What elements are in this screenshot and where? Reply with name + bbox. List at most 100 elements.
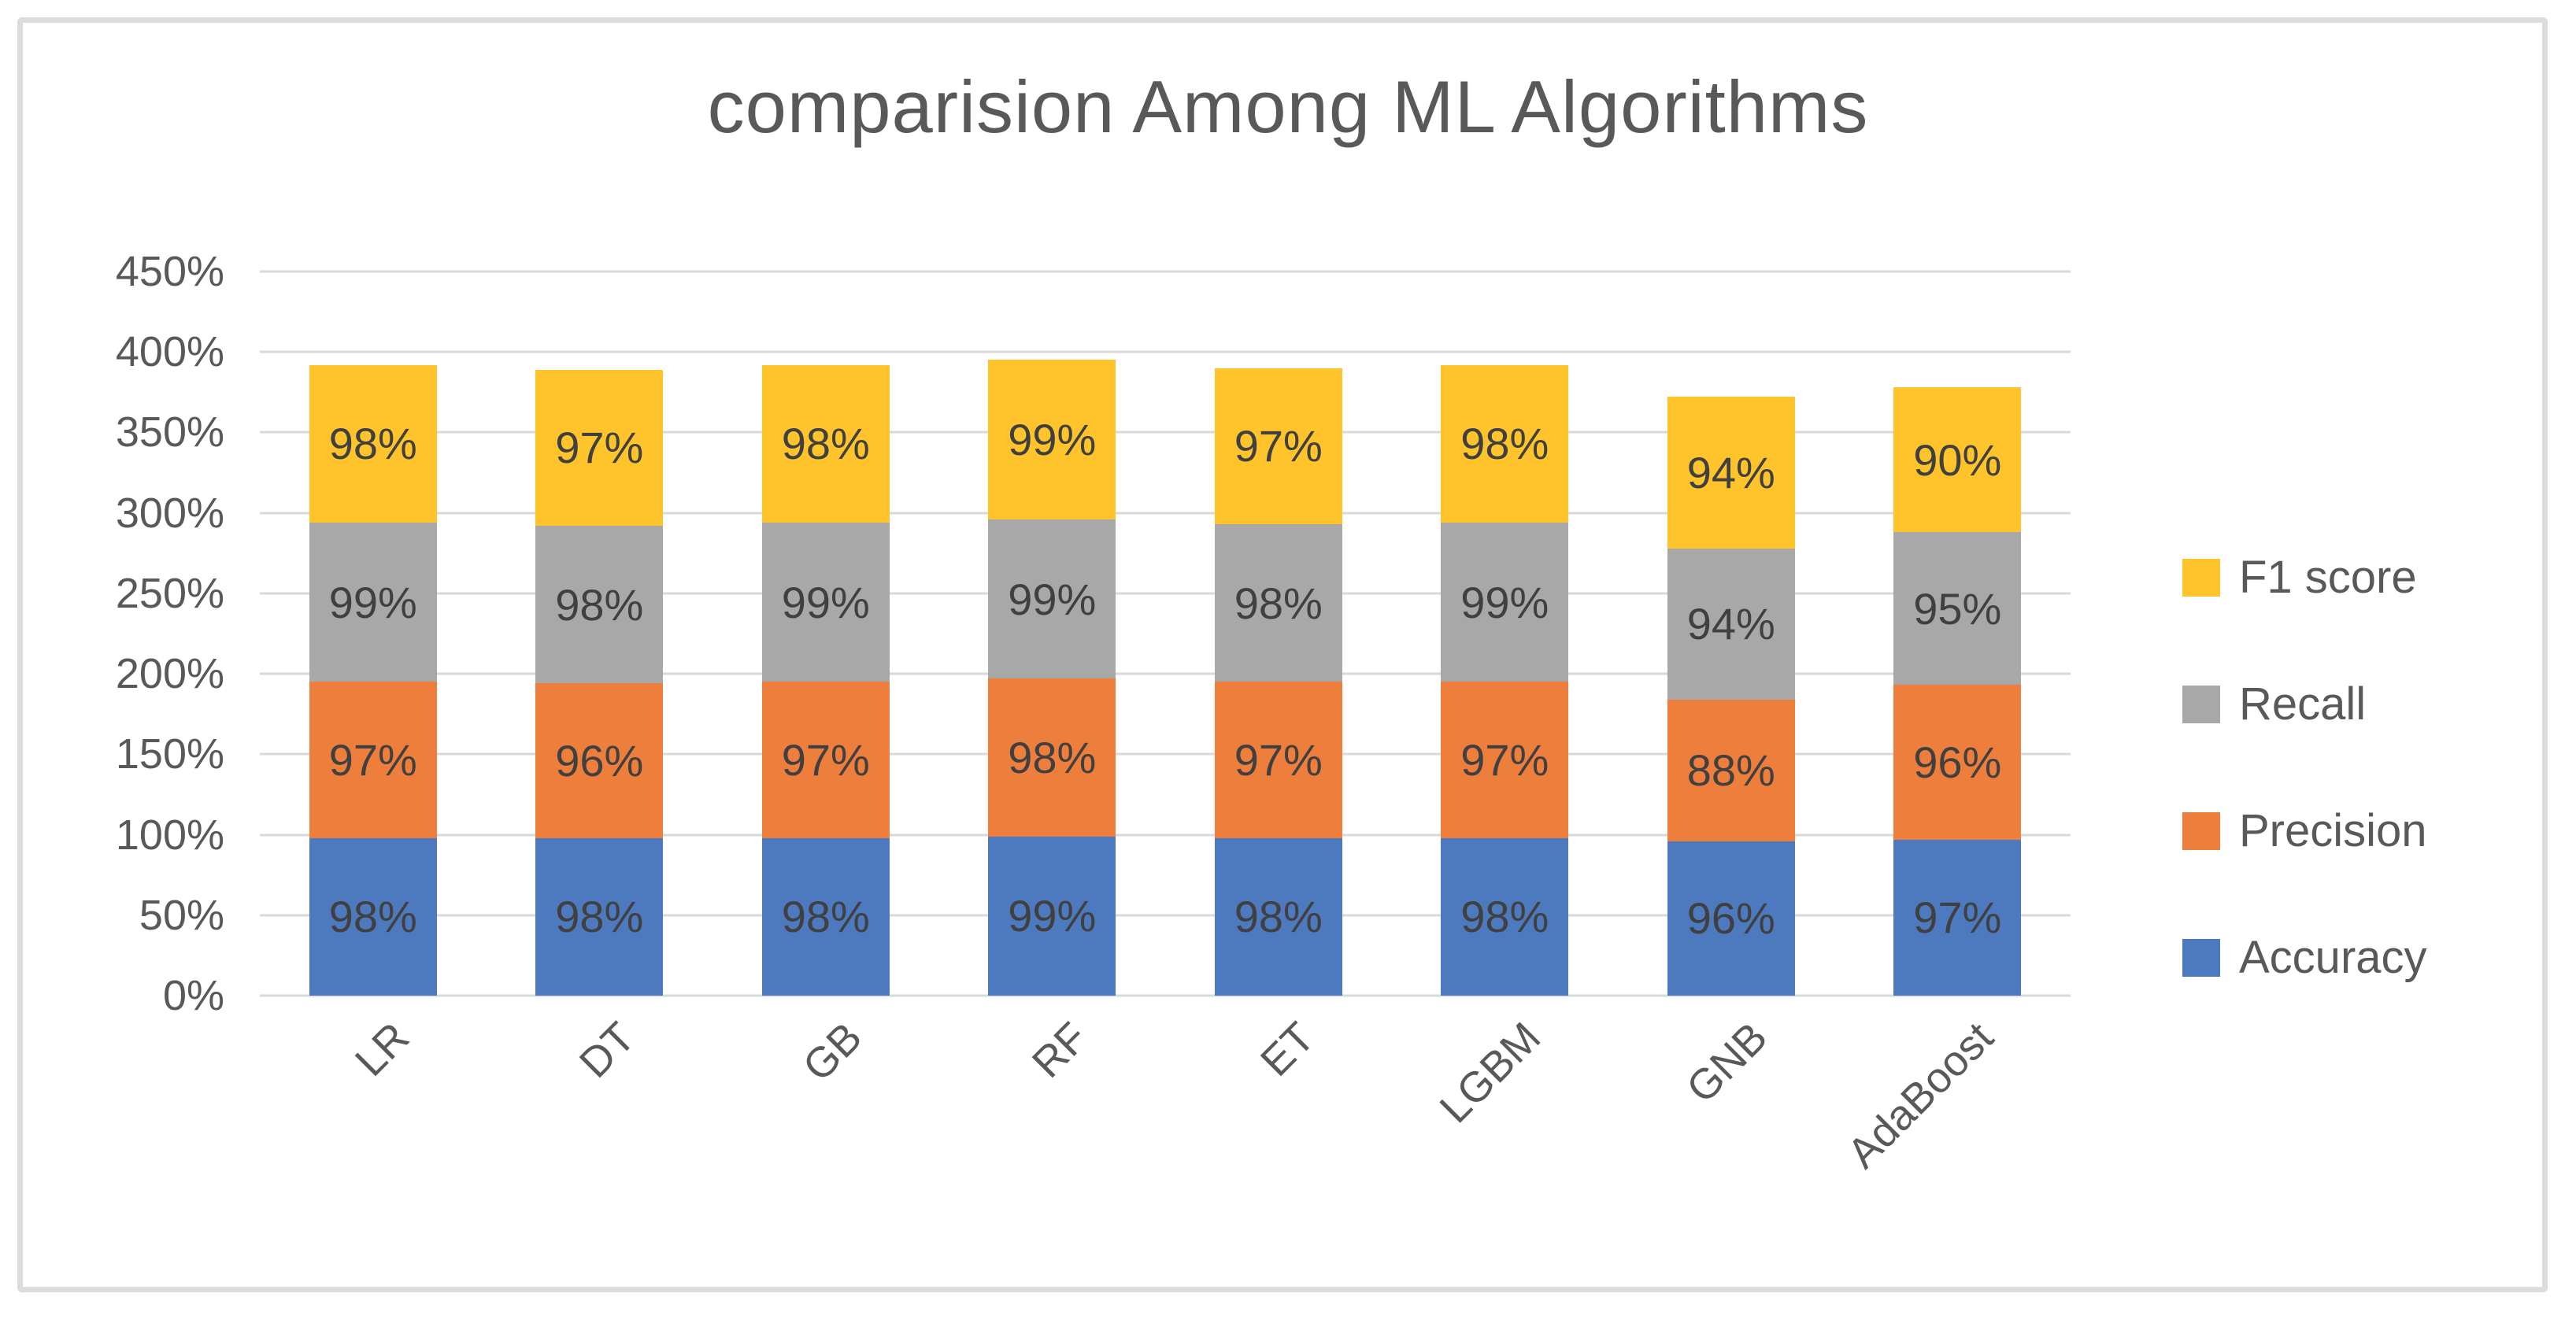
- bar-segment-recall: 99%: [761, 522, 890, 682]
- bar-segment-label: 98%: [1460, 892, 1549, 942]
- bar-segment-label: 97%: [1913, 893, 2002, 943]
- bar-segment-label: 97%: [781, 735, 870, 785]
- bar-segment-recall: 95%: [1893, 532, 2022, 686]
- gridline: [260, 994, 2071, 997]
- y-tick-label: 50%: [139, 891, 224, 939]
- x-axis-label: ET: [1251, 1013, 1323, 1085]
- bar-segment-label: 96%: [555, 736, 644, 786]
- bar-segment-accuracy: 98%: [535, 837, 664, 996]
- bar-segment-precision: 97%: [309, 682, 437, 838]
- gridline: [260, 672, 2071, 675]
- bar-segment-label: 98%: [1234, 892, 1323, 942]
- bar-segment-precision: 96%: [535, 683, 664, 838]
- y-tick-label: 0%: [162, 972, 224, 1019]
- y-tick-label: 100%: [115, 811, 224, 859]
- bar-segment-label: 97%: [328, 735, 417, 785]
- x-axis-label: AdaBoost: [1838, 1013, 2003, 1177]
- legend-label: Recall: [2239, 678, 2367, 730]
- bar-segment-precision: 97%: [1441, 682, 1569, 838]
- y-tick-label: 400%: [115, 328, 224, 376]
- bar-segment-label: 96%: [1913, 737, 2002, 788]
- legend-swatch-precision-icon: [2182, 811, 2220, 850]
- y-axis: 450% 400% 350% 300% 250% 200% 150% 100% 50% 0%: [47, 248, 224, 1019]
- bar-stack: 98% 99% 97% 98%: [309, 364, 437, 996]
- legend-label: F1 score: [2239, 552, 2417, 603]
- bar-group: 98% 99% 97% 98%: [1392, 272, 1619, 996]
- bar-segment-f1-score: 98%: [1441, 364, 1569, 523]
- bar-segment-f1-score: 97%: [535, 369, 664, 527]
- bar-segment-recall: 98%: [1214, 523, 1342, 682]
- y-tick-label: 350%: [115, 408, 224, 456]
- bar-segment-precision: 96%: [1893, 685, 2022, 840]
- bar-segment-accuracy: 97%: [1893, 839, 2022, 996]
- bar-segment-label: 90%: [1913, 434, 2002, 485]
- bar-segment-recall: 94%: [1667, 548, 1795, 700]
- gridline: [260, 350, 2071, 353]
- plot-area: 98% 99% 97% 98% 97% 98% 96% 98% 98% 99% 97% 98% 99% 9…: [260, 270, 2071, 997]
- bar-segment-label: 99%: [781, 577, 870, 627]
- x-axis-label: GNB: [1677, 1013, 1776, 1112]
- bar-segment-label: 98%: [781, 419, 870, 469]
- gridline: [260, 833, 2071, 837]
- bar-segment-precision: 98%: [988, 678, 1116, 837]
- bar-segment-accuracy: 98%: [761, 837, 890, 996]
- bar-segment-label: 98%: [781, 892, 870, 942]
- bar-group: 98% 99% 97% 98%: [712, 272, 939, 996]
- bar-group: 94% 94% 88% 96%: [1618, 272, 1845, 996]
- bar-segment-accuracy: 99%: [988, 836, 1116, 996]
- bar-segment-label: 98%: [328, 892, 417, 942]
- legend-item-recall: Recall: [2182, 678, 2427, 730]
- bar-stack: 98% 99% 97% 98%: [1441, 364, 1569, 996]
- bar-segment-label: 97%: [555, 423, 644, 473]
- legend-label: Accuracy: [2239, 932, 2427, 983]
- bar-segment-label: 98%: [1234, 578, 1323, 628]
- legend-label: Precision: [2239, 805, 2427, 856]
- legend-swatch-recall-icon: [2182, 685, 2220, 723]
- gridline: [260, 914, 2071, 917]
- bar-group: 90% 95% 96% 97%: [1845, 272, 2071, 996]
- bar-segment-precision: 88%: [1667, 699, 1795, 841]
- bar-segment-f1-score: 97%: [1214, 368, 1342, 524]
- bar-segment-precision: 97%: [1214, 682, 1342, 838]
- bar-segment-label: 98%: [555, 579, 644, 630]
- bar-stack: 90% 95% 96% 97%: [1893, 387, 2022, 996]
- x-axis-label: RF: [1023, 1013, 1097, 1088]
- bar-segment-label: 88%: [1686, 745, 1775, 796]
- y-tick-label: 450%: [115, 248, 224, 295]
- bar-group: 97% 98% 96% 98%: [487, 272, 713, 996]
- legend-item-f1-score: F1 score: [2182, 551, 2427, 604]
- bar-segment-f1-score: 98%: [761, 364, 890, 523]
- bar-segment-f1-score: 90%: [1893, 387, 2022, 533]
- legend: F1 score Recall Precision Accuracy: [2182, 551, 2427, 984]
- bar-segment-label: 99%: [1008, 574, 1097, 624]
- bar-segment-f1-score: 98%: [309, 364, 437, 523]
- bar-segment-label: 99%: [328, 577, 417, 627]
- x-axis-label: DT: [571, 1013, 645, 1088]
- bar-segment-accuracy: 98%: [1441, 837, 1569, 996]
- bar-segment-label: 98%: [328, 419, 417, 469]
- bar-segment-label: 94%: [1686, 448, 1775, 498]
- chart-title: comparision Among ML Algorithms: [707, 65, 1869, 148]
- gridline: [260, 431, 2071, 434]
- bar-segment-accuracy: 98%: [309, 837, 437, 996]
- gridline: [260, 592, 2071, 595]
- bar-segment-label: 99%: [1008, 891, 1097, 941]
- legend-item-precision: Precision: [2182, 804, 2427, 857]
- bar-segment-label: 95%: [1913, 583, 2002, 634]
- bar-group: 98% 99% 97% 98%: [260, 272, 487, 996]
- y-tick-label: 200%: [115, 650, 224, 698]
- bar-segment-f1-score: 94%: [1667, 397, 1795, 549]
- bar-group: 97% 98% 97% 98%: [1165, 272, 1392, 996]
- bar-group: 99% 99% 98% 99%: [939, 272, 1166, 996]
- gridline: [260, 752, 2071, 756]
- bar-segment-f1-score: 99%: [988, 360, 1116, 519]
- bar-segment-precision: 97%: [761, 682, 890, 838]
- legend-swatch-accuracy-icon: [2182, 938, 2220, 977]
- y-tick-label: 250%: [115, 569, 224, 617]
- x-axis-label: GB: [794, 1013, 871, 1091]
- bar-segment-label: 98%: [1460, 419, 1549, 469]
- bar-stack: 94% 94% 88% 96%: [1667, 397, 1795, 996]
- bar-segment-label: 98%: [555, 892, 644, 942]
- bar-segment-label: 98%: [1008, 732, 1097, 782]
